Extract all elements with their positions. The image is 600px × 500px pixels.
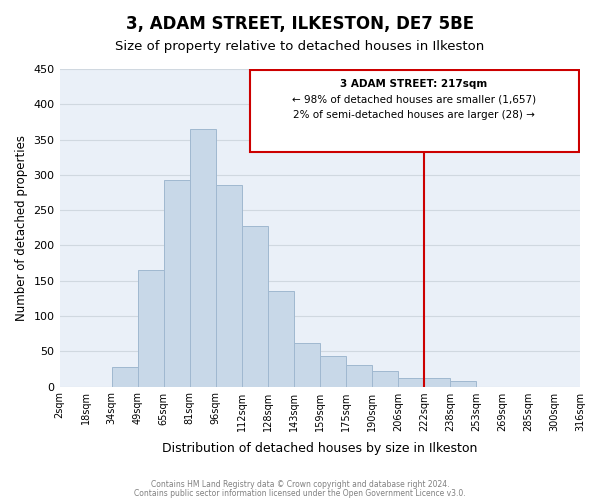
Text: 3, ADAM STREET, ILKESTON, DE7 5BE: 3, ADAM STREET, ILKESTON, DE7 5BE [126, 15, 474, 33]
Text: 3 ADAM STREET: 217sqm: 3 ADAM STREET: 217sqm [340, 79, 488, 89]
Text: Contains public sector information licensed under the Open Government Licence v3: Contains public sector information licen… [134, 488, 466, 498]
Bar [164, 180, 190, 386]
Bar [242, 226, 268, 386]
Bar [424, 378, 450, 386]
Bar [190, 129, 215, 386]
Bar [112, 367, 137, 386]
Text: Contains HM Land Registry data © Crown copyright and database right 2024.: Contains HM Land Registry data © Crown c… [151, 480, 449, 489]
Bar [450, 381, 476, 386]
Bar [372, 371, 398, 386]
Text: Size of property relative to detached houses in Ilkeston: Size of property relative to detached ho… [115, 40, 485, 53]
Bar [320, 356, 346, 386]
Bar [268, 292, 294, 386]
Text: ← 98% of detached houses are smaller (1,657): ← 98% of detached houses are smaller (1,… [292, 94, 536, 104]
Bar [215, 186, 242, 386]
Bar [294, 343, 320, 386]
Bar [346, 366, 372, 386]
Y-axis label: Number of detached properties: Number of detached properties [15, 135, 28, 321]
X-axis label: Distribution of detached houses by size in Ilkeston: Distribution of detached houses by size … [162, 442, 478, 455]
FancyBboxPatch shape [250, 70, 578, 152]
Bar [137, 270, 164, 386]
Bar [398, 378, 424, 386]
Text: 2% of semi-detached houses are larger (28) →: 2% of semi-detached houses are larger (2… [293, 110, 535, 120]
